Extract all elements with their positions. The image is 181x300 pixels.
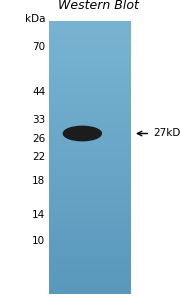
- Text: 14: 14: [32, 209, 45, 220]
- Text: 26: 26: [32, 134, 45, 145]
- Text: 33: 33: [32, 115, 45, 125]
- Text: 10: 10: [32, 236, 45, 247]
- Text: 27kDa: 27kDa: [153, 128, 181, 139]
- Text: 70: 70: [32, 41, 45, 52]
- Text: 18: 18: [32, 176, 45, 187]
- Text: 44: 44: [32, 86, 45, 97]
- Ellipse shape: [80, 129, 101, 136]
- Text: Western Blot: Western Blot: [58, 0, 139, 12]
- Text: 22: 22: [32, 152, 45, 163]
- Text: kDa: kDa: [25, 14, 45, 25]
- Ellipse shape: [63, 126, 101, 141]
